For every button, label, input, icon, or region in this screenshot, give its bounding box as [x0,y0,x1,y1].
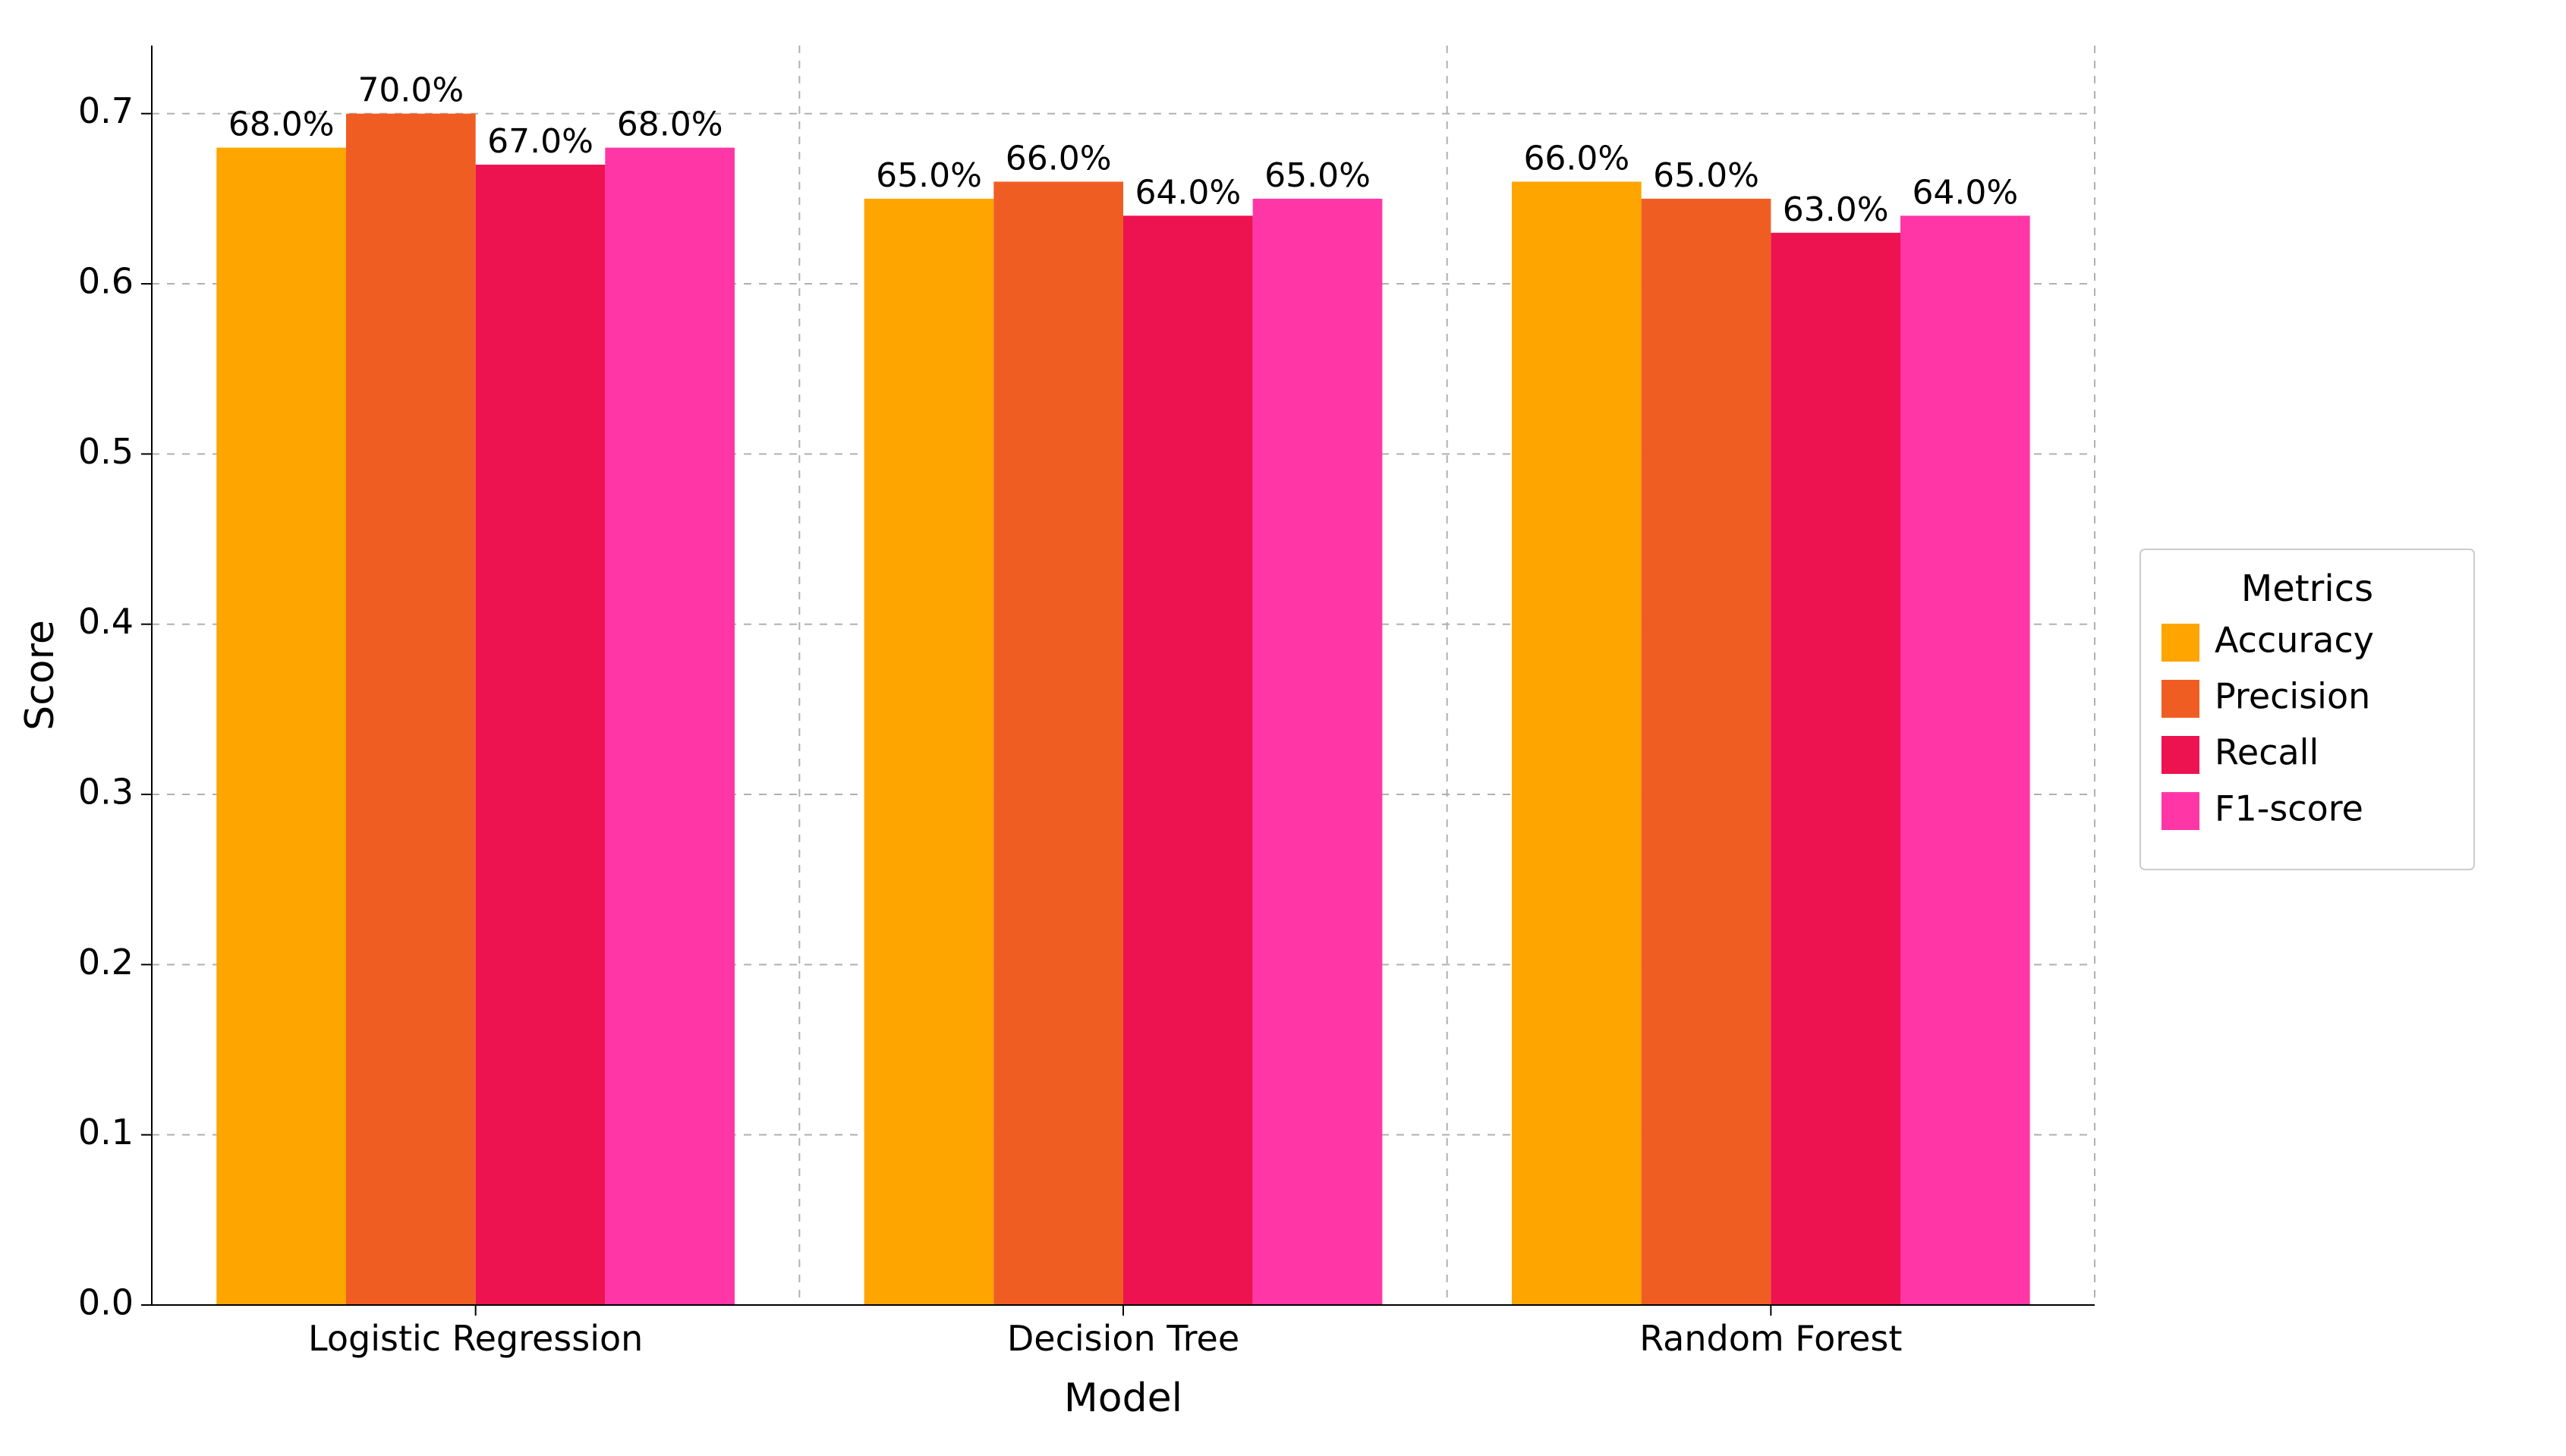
x-tick-label: Logistic Regression [308,1318,643,1359]
legend-swatch [2161,680,2199,718]
legend-swatch [2161,624,2199,662]
y-tick-label: 0.4 [78,601,134,642]
y-tick-label: 0.3 [78,772,134,813]
y-tick-label: 0.6 [78,261,134,302]
legend-label: Precision [2215,676,2370,717]
bar [605,148,735,1305]
bar-value-label: 65.0% [1653,156,1759,195]
legend-label: Accuracy [2215,620,2374,661]
legend-label: Recall [2215,732,2319,773]
bar [1123,215,1253,1305]
chart-container: 0.0 0.1 0.2 0.3 0.4 0.5 0.6 0.7 68.0% 70.0% 67.0% 6… [0,0,2566,1456]
x-tick-label: Decision Tree [1007,1318,1239,1359]
bar [346,114,476,1305]
y-tick-label: 0.0 [78,1282,134,1323]
bar-value-label: 64.0% [1135,173,1241,212]
bar [1771,233,1900,1305]
bar-value-label: 65.0% [876,156,982,195]
bar-value-label: 68.0% [617,105,723,144]
bar-value-label: 63.0% [1783,190,1889,229]
x-axis-label: Model [1064,1376,1182,1421]
bar [216,148,346,1305]
bar [864,199,994,1305]
bar [1253,199,1383,1305]
x-tick-label: Random Forest [1639,1318,1902,1359]
legend-title: Metrics [2241,568,2373,610]
bar [1642,199,1771,1305]
bar-value-label: 66.0% [1523,139,1629,178]
legend-swatch [2161,792,2199,830]
bar [993,181,1123,1305]
bar-value-label: 66.0% [1006,139,1112,178]
bar [1900,215,2030,1305]
bar-value-label: 68.0% [228,105,335,144]
legend-swatch [2161,736,2199,774]
bar-value-label: 67.0% [487,122,593,161]
y-tick-label: 0.5 [78,431,134,472]
bar-value-label: 64.0% [1912,173,2018,212]
y-tick-label: 0.7 [78,90,134,131]
bar [476,165,606,1305]
y-tick-label: 0.2 [78,942,134,983]
bar-value-label: 70.0% [357,71,464,110]
bar-value-label: 65.0% [1264,156,1371,195]
legend-label: F1-score [2215,788,2363,829]
y-axis-label: Score [17,620,63,731]
bar [1512,181,1642,1305]
bar-chart: 0.0 0.1 0.2 0.3 0.4 0.5 0.6 0.7 68.0% 70.0% 67.0% 6… [0,0,2566,1456]
y-tick-label: 0.1 [78,1112,134,1153]
